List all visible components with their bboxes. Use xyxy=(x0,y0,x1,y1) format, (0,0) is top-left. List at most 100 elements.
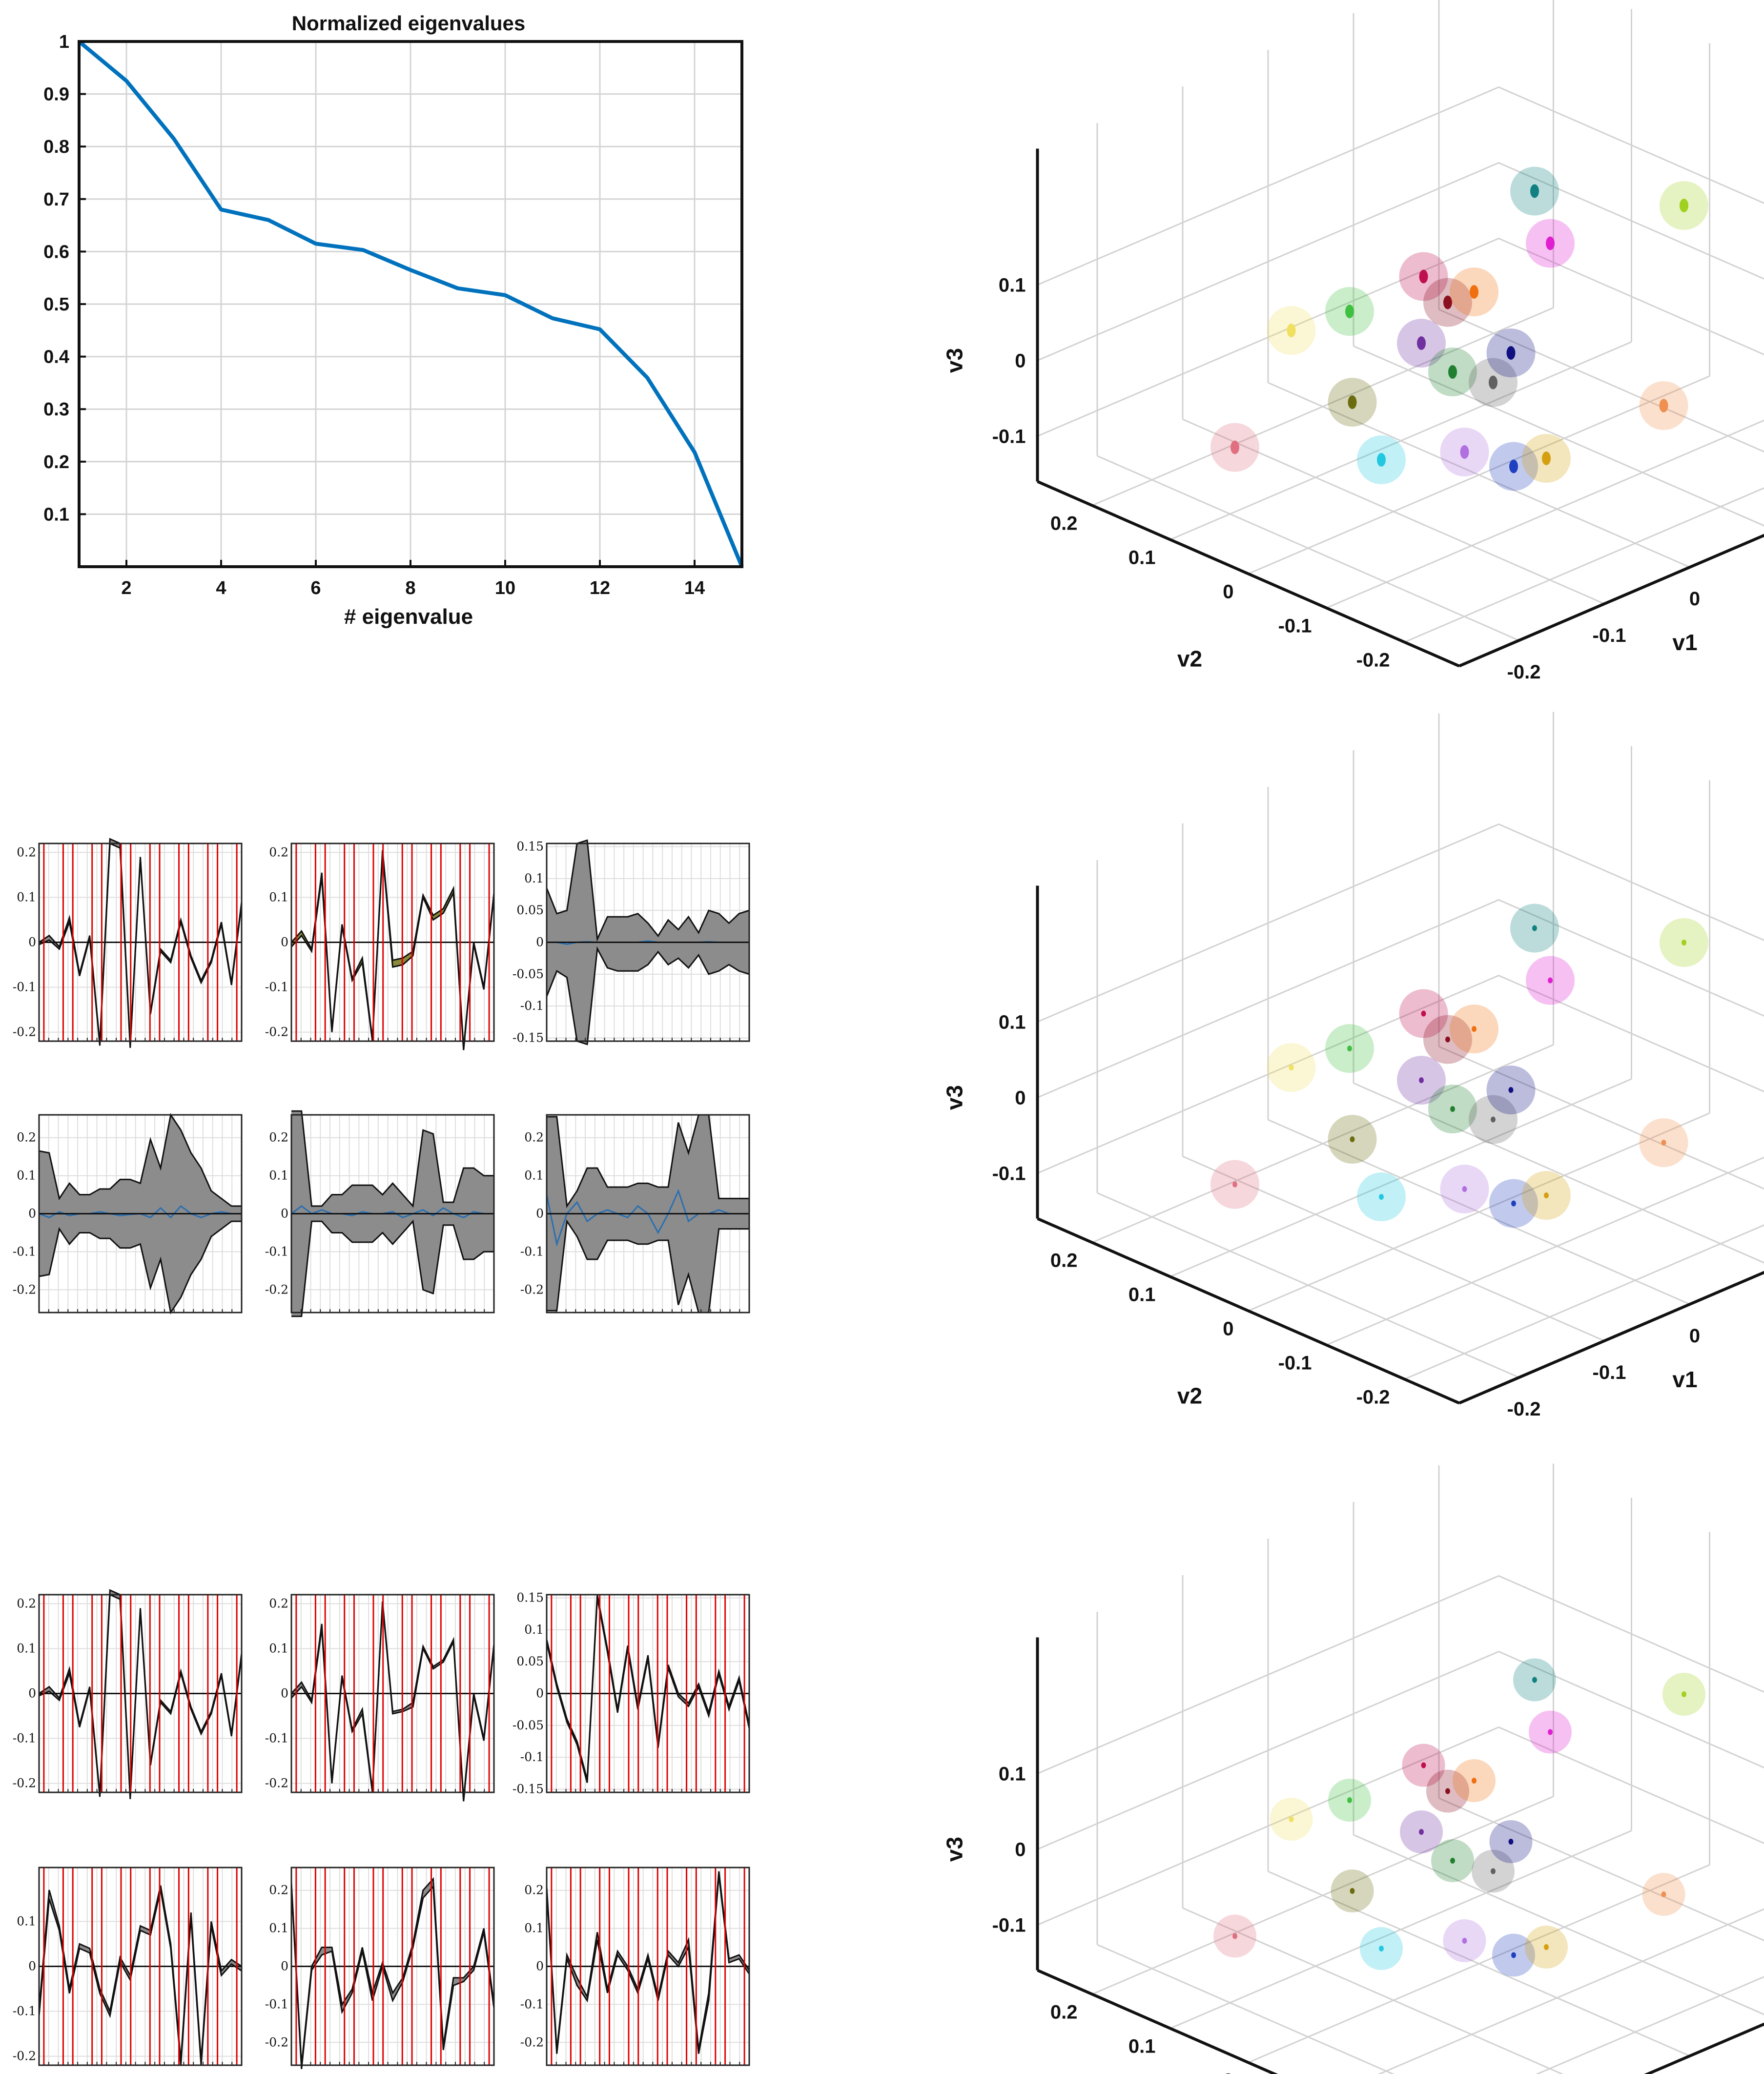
scatter-v3-tick-label: -0.1 xyxy=(992,426,1026,448)
scatter-cluster-core xyxy=(1511,1952,1516,1958)
band-y-tick-label: 0.2 xyxy=(269,1130,288,1145)
eigen-y-tick-label: 0.7 xyxy=(43,189,69,210)
scatter-floor-gridline xyxy=(1438,1046,1764,1190)
scatter-wall-gridline xyxy=(1037,974,1764,1174)
eigen-x-tick-label: 2 xyxy=(121,578,131,598)
eigenvalue-series-line xyxy=(78,40,744,568)
scatter-wall-gridline xyxy=(1037,86,1764,286)
scatter-cluster-core xyxy=(1472,1026,1477,1032)
scatter-wall-gridline xyxy=(1037,899,1764,1098)
scatter-cluster-core xyxy=(1450,1858,1455,1864)
scatter-v1-axis-line xyxy=(1458,1271,1764,1405)
eigen-x-tick-label: 14 xyxy=(684,578,705,598)
band-panel: 0.15 0.1 0.05 0 -0.05 -0.1 -0.15 xyxy=(513,839,750,1046)
eigen-x-tick-label: 6 xyxy=(310,578,321,598)
scatter-cluster-core xyxy=(1287,324,1296,337)
scatter-cluster-core xyxy=(1491,1868,1496,1874)
band-mean-line xyxy=(291,1205,494,1218)
scatter-cluster-core xyxy=(1542,452,1551,465)
scatter-cluster-core xyxy=(1661,1140,1666,1146)
scatter-v2-tick-label: 0.1 xyxy=(1128,1284,1156,1306)
scatter-cluster-core xyxy=(1379,1194,1384,1200)
band-y-tick-label: 0.05 xyxy=(516,1654,544,1668)
band-lower-line xyxy=(546,946,750,1046)
band-y-tick-label: 0.1 xyxy=(269,1641,288,1655)
band-upper-line xyxy=(546,839,750,942)
band-area xyxy=(291,1879,494,2069)
scatter-cluster-core xyxy=(1347,1046,1352,1051)
band-panel: 0.2 0.1 0 -0.1 -0.2 xyxy=(520,1867,750,2066)
band-panel: 0.2 0.1 0 -0.1 -0.2 xyxy=(265,1594,495,1802)
scatter-floor-gridline xyxy=(1091,307,1554,506)
scatter-v3-axis-label: v3 xyxy=(942,1837,967,1862)
scatter-cluster-core xyxy=(1470,285,1478,299)
scatter-cluster-core xyxy=(1231,440,1239,454)
scatter-cluster-core xyxy=(1347,1797,1352,1803)
eigen-y-tick-label: 1 xyxy=(59,32,69,52)
scatter-cluster-core xyxy=(1548,977,1553,984)
band-y-tick-label: 0.1 xyxy=(269,890,288,904)
band-y-tick-label: 0 xyxy=(536,1207,544,1221)
band-y-tick-label: 0.2 xyxy=(17,845,36,859)
scatter-v2-tick-label: -0.1 xyxy=(1278,1353,1312,1374)
eigenvalue-line-chart: Normalized eigenvalues # eigenvalue 2 4 6 8… xyxy=(43,12,744,629)
band-panel-frame xyxy=(38,1867,243,2066)
band-y-tick-label: -0.2 xyxy=(265,2035,288,2049)
band-y-tick-label: 0.1 xyxy=(17,1914,36,1928)
band-y-tick-label: 0.2 xyxy=(524,1130,544,1145)
scatter-v2-tick-label: 0 xyxy=(1223,2070,1233,2074)
scatter-v2-axis-line xyxy=(1037,480,1460,668)
band-y-tick-label: -0.2 xyxy=(13,1282,36,1296)
scatter-cluster-core xyxy=(1548,1729,1553,1735)
band-y-tick-label: 0 xyxy=(281,1959,288,1973)
scatter-cluster-core xyxy=(1450,1106,1455,1112)
eigen-x-tick-label: 10 xyxy=(495,578,515,598)
band-y-tick-label: 0.1 xyxy=(17,1169,36,1183)
scatter-v2-tick-label: 0.2 xyxy=(1050,513,1078,534)
band-y-tick-label: -0.2 xyxy=(520,1282,544,1296)
scatter-cluster-core xyxy=(1417,336,1426,350)
scatter-cluster-core xyxy=(1350,1888,1355,1894)
scatter-cluster-core xyxy=(1532,1677,1537,1683)
band-y-tick-label: 0 xyxy=(536,1959,544,1973)
scatter-v1-tick-label: -0.1 xyxy=(1593,625,1626,646)
scatter-cluster-core xyxy=(1489,375,1497,390)
band-panel-frame xyxy=(546,1114,750,1314)
band-y-tick-label: 0.1 xyxy=(524,1169,544,1183)
eigen-y-tick-label: 0.4 xyxy=(43,347,69,368)
eigen-x-tick-label: 8 xyxy=(405,578,415,598)
scatter-cluster-core xyxy=(1544,1944,1549,1950)
scatter-v2-tick-label: -0.2 xyxy=(1356,1387,1390,1408)
scatter3d-plot: -0.2-0.100.10.2-0.2-0.100.10.2-0.100.1v1… xyxy=(942,712,1764,1420)
scatter-v1-axis-line xyxy=(1644,2022,1764,2074)
band-y-tick-label: 0 xyxy=(28,1686,36,1701)
scatter3d-plot: -0.2-0.100.10.2-0.2-0.100.10.2-0.100.1v1… xyxy=(942,1463,1764,2074)
eigen-x-axis-label: # eigenvalue xyxy=(344,605,473,629)
scatter-v3-tick-label: 0 xyxy=(1015,1088,1026,1109)
band-y-tick-label: -0.1 xyxy=(265,980,288,994)
scatter-wall-gridline xyxy=(1037,823,1764,1023)
band-lower-line xyxy=(546,1875,750,2054)
scatter-floor-gridline xyxy=(1248,1864,1710,2063)
scatter-floor-gridline xyxy=(1438,308,1764,453)
band-y-tick-label: 0 xyxy=(28,1959,36,1973)
band-y-tick-label: -0.05 xyxy=(513,967,544,981)
band-y-tick-label: -0.15 xyxy=(513,1030,544,1045)
band-y-tick-label: 0 xyxy=(281,1207,288,1221)
scatter-cluster-core xyxy=(1445,1788,1450,1794)
band-y-tick-label: 0.2 xyxy=(17,1130,36,1145)
eigen-y-tick-label: 0.8 xyxy=(43,137,69,157)
band-panel: 0.2 0.1 0 -0.1 -0.2 xyxy=(265,1110,495,1317)
band-y-tick-label: 0 xyxy=(536,935,544,949)
scatter-cluster-core xyxy=(1462,1938,1467,1944)
band-panel-frame xyxy=(290,1114,495,1314)
scatter-cluster-core xyxy=(1289,1816,1294,1822)
band-y-tick-label: -0.1 xyxy=(13,2004,36,2018)
scatter-cluster-core xyxy=(1462,1186,1467,1192)
scatter3d-plot: -0.2-0.100.10.2-0.2-0.100.10.2-0.100.1v1… xyxy=(942,0,1764,683)
band-lower-line xyxy=(546,1598,750,1783)
band-y-tick-label: -0.1 xyxy=(520,999,544,1013)
scatter-v3-tick-label: -0.1 xyxy=(992,1915,1026,1936)
eigen-y-tick-label: 0.9 xyxy=(43,84,69,105)
band-upper-line xyxy=(39,1113,242,1207)
